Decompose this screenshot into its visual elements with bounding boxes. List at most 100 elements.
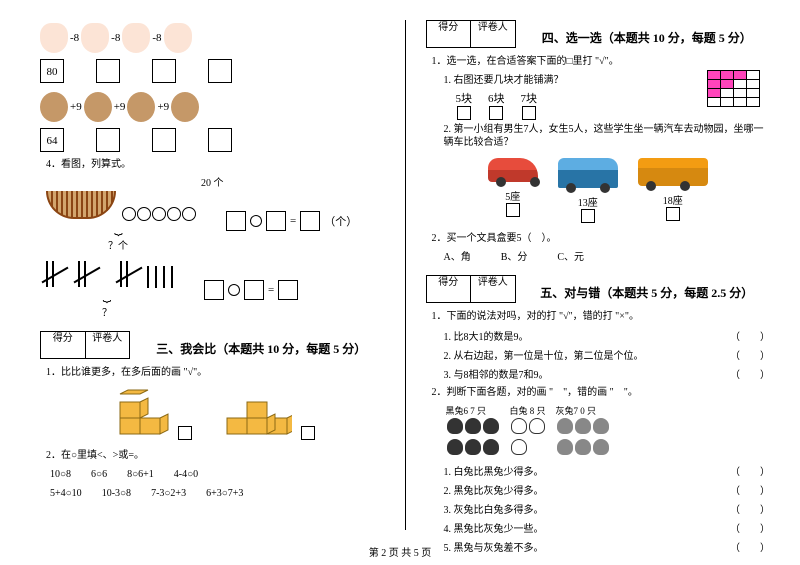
q3-2: 2．在○里填<、>或=。: [46, 449, 385, 462]
check-box[interactable]: [666, 207, 680, 221]
rabbit-icon: [122, 23, 150, 53]
vehicles-row: 5座 13座 18座: [426, 158, 771, 223]
answer-box[interactable]: [152, 59, 176, 83]
tf-item: 2. 从右边起，第一位是十位，第二位是个位。: [444, 347, 644, 362]
answer-box[interactable]: [152, 128, 176, 152]
check-box[interactable]: [301, 426, 315, 440]
score-label: 得分: [427, 21, 472, 47]
car-icon: [488, 158, 538, 182]
monkey-icon: [84, 92, 112, 122]
answer-box[interactable]: [266, 211, 286, 231]
chain-boxes: 80: [40, 59, 385, 83]
tally-bundle-icon: [40, 260, 68, 288]
stair-grid: [708, 71, 760, 107]
op-label: -8: [70, 32, 79, 44]
op-circle[interactable]: [250, 215, 262, 227]
paren-blank[interactable]: （ ）: [730, 328, 770, 343]
compare-row: 5+4○10 10-3○8 7-3○2+3 6+3○7+3: [50, 488, 385, 499]
q3-1: 1．比比谁更多，在多后面的画 "√"。: [46, 366, 385, 379]
q5-1: 1．下面的说法对吗，对的打 "√"，错的打 "×"。: [432, 310, 771, 323]
brace-icon: ⏟: [40, 288, 174, 304]
paren-blank[interactable]: （ ）: [730, 482, 770, 497]
op-label: -8: [111, 32, 120, 44]
check-box[interactable]: [489, 106, 503, 120]
section4-title: 四、选一选（本题共 10 分，每题 5 分）: [524, 29, 771, 46]
op-circle[interactable]: [228, 284, 240, 296]
paren-blank[interactable]: （ ）: [730, 463, 770, 478]
answer-box[interactable]: [96, 128, 120, 152]
block-opt: 7块: [521, 90, 538, 106]
qmark-label: ？: [40, 304, 174, 319]
tally-bundle-icon: [72, 260, 100, 288]
paren-blank[interactable]: （ ）: [730, 501, 770, 516]
answer-box[interactable]: [96, 59, 120, 83]
compare-item[interactable]: 8○6+1: [127, 469, 154, 480]
q4-intro: 1．选一选，在合适答案下面的□里打 "√"。: [432, 55, 771, 68]
qmark-label: ？个: [40, 237, 196, 252]
paren-blank[interactable]: （ ）: [730, 366, 770, 381]
answer-box[interactable]: [244, 280, 264, 300]
check-box[interactable]: [581, 209, 595, 223]
chain-rabbits: -8 -8 -8: [40, 23, 385, 53]
cubes-compare: [40, 388, 385, 440]
compare-row: 10○8 6○6 8○6+1 4-4○0: [50, 469, 385, 480]
answer-box[interactable]: [208, 128, 232, 152]
answer-box[interactable]: [278, 280, 298, 300]
q4-1: 1. 右图还要几块才能铺满？: [444, 74, 709, 87]
monkey-icon: [127, 92, 155, 122]
monkey-icon: [40, 92, 68, 122]
cubes-icon: [110, 388, 170, 436]
q4-title: 4．看图，列算式。: [46, 158, 385, 171]
answer-box[interactable]: 64: [40, 128, 64, 152]
op-label: -8: [152, 32, 161, 44]
worksheet-page: -8 -8 -8 80 +9 +9 +9 64: [40, 20, 770, 530]
score-label: 得分: [427, 276, 472, 302]
rabbit-icon: [81, 23, 109, 53]
seat-label: 5座: [488, 188, 538, 203]
twenty-label: 20 个: [40, 174, 385, 189]
compare-item[interactable]: 6+3○7+3: [206, 488, 243, 499]
paren-blank[interactable]: （ ）: [730, 347, 770, 362]
bus-icon: [638, 158, 708, 186]
compare-item[interactable]: 4-4○0: [174, 469, 198, 480]
compare-item[interactable]: 6○6: [91, 469, 107, 480]
rabbit-icon: [164, 23, 192, 53]
paren-blank[interactable]: （ ）: [730, 520, 770, 535]
check-box[interactable]: [457, 106, 471, 120]
answer-box[interactable]: 80: [40, 59, 64, 83]
compare-item[interactable]: 10○8: [50, 469, 71, 480]
check-box[interactable]: [522, 106, 536, 120]
q4-3: 2．买一个文具盒要5（ ）。: [432, 232, 771, 245]
compare-item[interactable]: 7-3○2+3: [151, 488, 186, 499]
chain-monkeys: +9 +9 +9: [40, 92, 385, 122]
van-icon: [558, 158, 618, 188]
compare-item[interactable]: 10-3○8: [102, 488, 131, 499]
tf-item: 3. 与8相邻的数是7和9。: [444, 366, 549, 381]
answer-box[interactable]: [208, 59, 232, 83]
basket-icon: [46, 191, 116, 219]
q4-3-opts: A、角 B、分 C、元: [444, 251, 771, 264]
left-column: -8 -8 -8 80 +9 +9 +9 64: [40, 20, 385, 530]
block-opt: 5块: [456, 90, 473, 106]
rabbits-diagram: 黑兔6 7 只 白兔 8 只 灰兔7 0 只: [446, 404, 771, 459]
section3-title: 三、我会比（本题共 10 分，每题 5 分）: [138, 340, 385, 357]
check-box[interactable]: [178, 426, 192, 440]
brace-icon: ⏟: [40, 221, 196, 237]
tally-bundle-icon: [114, 260, 142, 288]
compare-item[interactable]: 5+4○10: [50, 488, 82, 499]
rabbit-icon: [40, 23, 68, 53]
right-column: 得分 评卷人 四、选一选（本题共 10 分，每题 5 分） 1．选一选，在合适答…: [426, 20, 771, 530]
answer-box[interactable]: [300, 211, 320, 231]
score-box: 得分 评卷人: [40, 331, 130, 359]
check-box[interactable]: [506, 203, 520, 217]
white-rabbit-label: 白兔 8 只: [510, 404, 546, 417]
gray-rabbit-label: 灰兔7 0 只: [556, 404, 610, 417]
score-label: 得分: [41, 332, 86, 358]
answer-box[interactable]: [204, 280, 224, 300]
black-rabbit-label: 黑兔6 7 只: [446, 404, 500, 417]
tf-item: 1. 比8大1的数是9。: [444, 328, 529, 343]
answer-box[interactable]: [226, 211, 246, 231]
chain-boxes: 64: [40, 128, 385, 152]
tally-diagram: ⏟ ？: [40, 260, 174, 319]
grader-label: 评卷人: [86, 332, 130, 358]
